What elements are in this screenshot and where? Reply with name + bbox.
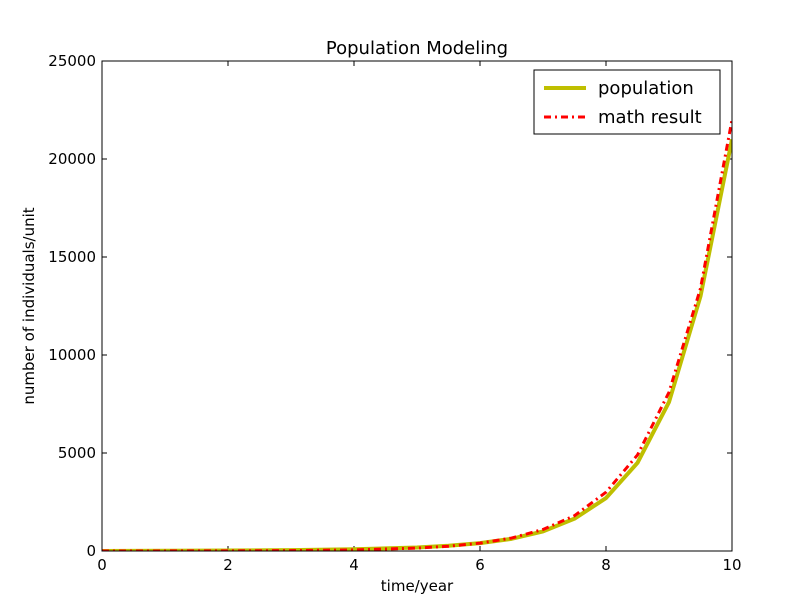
y-tick-label: 0 <box>86 542 96 560</box>
x-tick-label: 4 <box>349 556 359 574</box>
x-tick-label: 0 <box>97 556 107 574</box>
legend-label-0: population <box>598 78 694 99</box>
y-tick-label: 5000 <box>58 444 96 462</box>
legend-label-1: math result <box>598 107 702 128</box>
axis-ticks: 0 2 4 6 8 10 0 5000 10000 15000 20000 25000 <box>48 52 741 574</box>
chart-title: Population Modeling <box>326 38 508 59</box>
plot-frame <box>101 60 733 552</box>
x-tick-label: 8 <box>601 556 611 574</box>
y-tick-label: 15000 <box>48 248 96 266</box>
x-tick-label: 2 <box>223 556 233 574</box>
y-tick-label: 20000 <box>48 150 96 168</box>
y-axis-label: number of individuals/unit <box>20 207 38 404</box>
x-tick-label: 6 <box>475 556 485 574</box>
x-tick-label: 10 <box>722 556 741 574</box>
legend: population math result <box>533 69 721 135</box>
y-tick-label: 25000 <box>48 52 96 70</box>
y-tick-label: 10000 <box>48 346 96 364</box>
legend-box <box>533 69 721 135</box>
x-axis-label: time/year <box>381 577 454 595</box>
